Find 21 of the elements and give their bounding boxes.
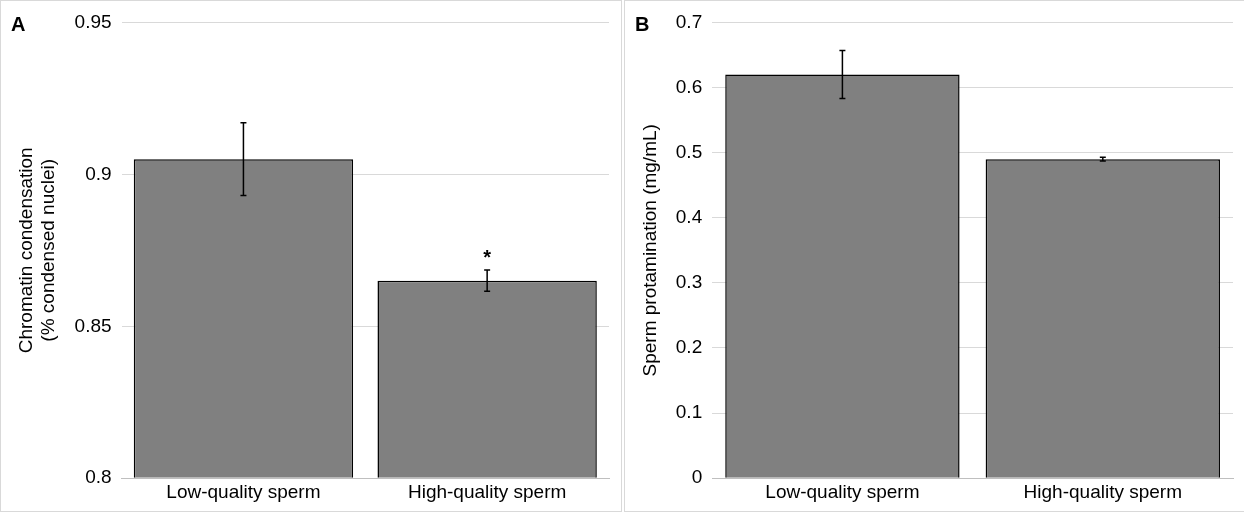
x-tick-label: Low-quality sperm	[166, 480, 321, 502]
y-tick-label: 0.9	[85, 162, 112, 184]
x-tick-label: Low-quality sperm	[765, 480, 920, 502]
x-tick-label: High-quality sperm	[407, 480, 567, 502]
y-tick-label: 0.5	[675, 140, 703, 162]
y-axis-title: Sperm protamination (mg/mL)	[638, 124, 660, 377]
y-tick-label: 0.1	[675, 401, 703, 423]
y-axis-title: Chromatin condensation (% condensed nuclei)	[14, 147, 59, 354]
y-tick-label: 0.2	[675, 336, 703, 358]
y-tick-label: 0.4	[675, 205, 703, 227]
text: A	[11, 12, 26, 35]
y-tick-label: 0.95	[74, 10, 112, 32]
y-tick-label: 0.7	[675, 10, 703, 32]
text: B	[635, 12, 650, 35]
y-tick-label: 0.3	[675, 271, 703, 293]
y-tick-label: 0.85	[74, 314, 112, 336]
y-tick-label: 0.6	[675, 75, 703, 97]
annotation: *	[483, 245, 492, 268]
x-tick-label: High-quality sperm	[1023, 480, 1183, 502]
y-tick-label: 0	[691, 466, 703, 488]
y-tick-label: 0.8	[85, 466, 112, 488]
